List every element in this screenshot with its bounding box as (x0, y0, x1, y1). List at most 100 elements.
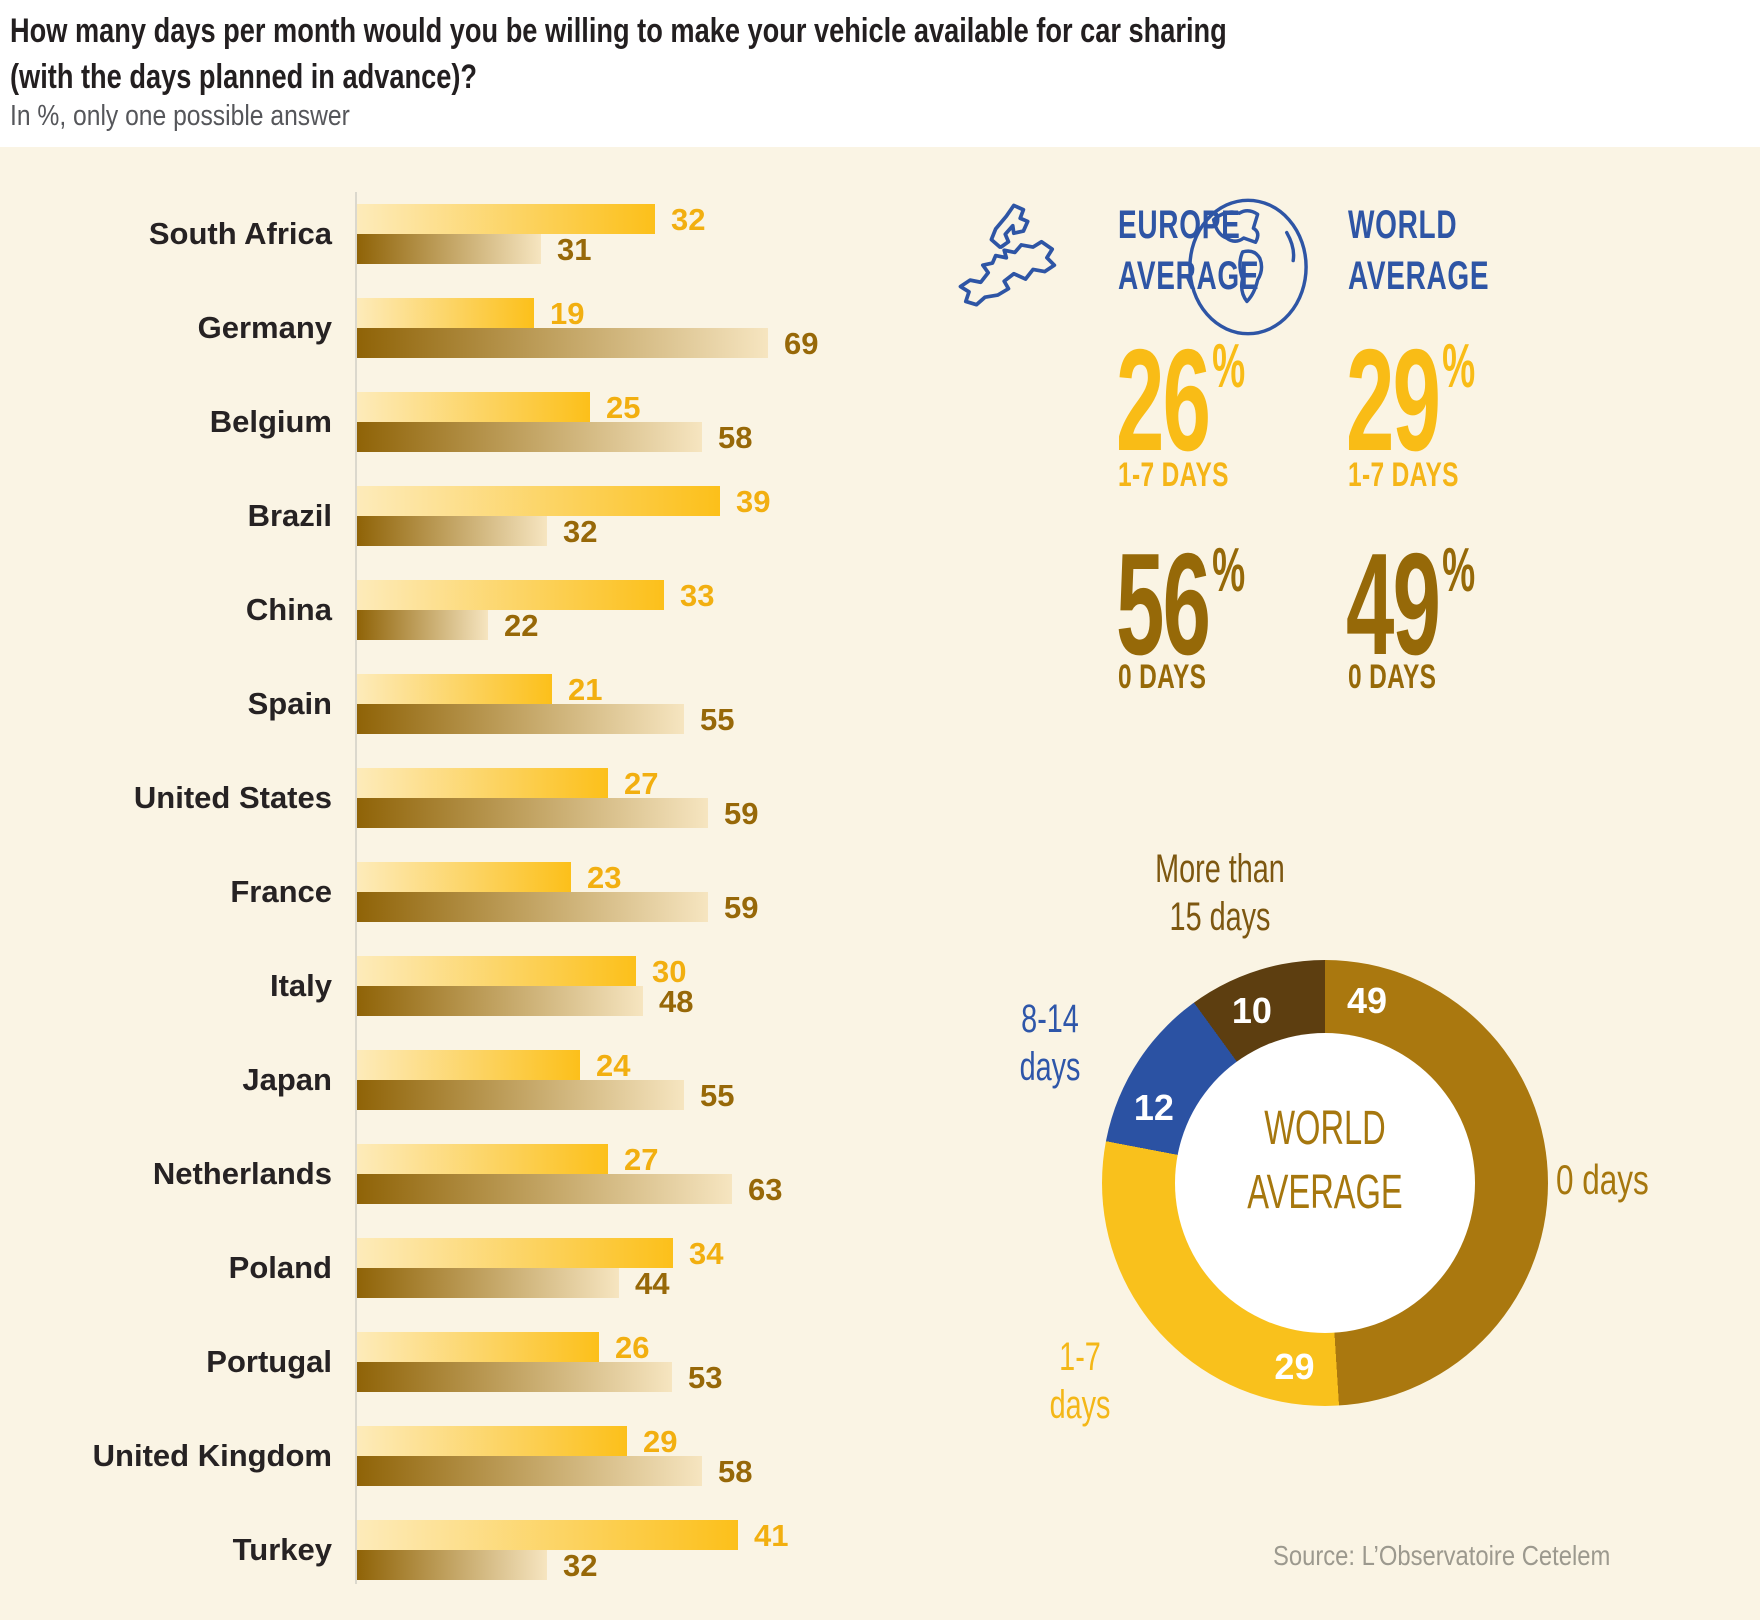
bar-0-days (357, 1550, 547, 1580)
bar-value-label: 21 (568, 672, 603, 707)
bar-value-label: 44 (635, 1266, 670, 1301)
bar-1-7-days (357, 1332, 599, 1362)
country-label: Portugal (206, 1344, 332, 1379)
country-label: France (230, 874, 332, 909)
bar-value-label: 32 (563, 514, 598, 549)
country-label: Italy (269, 968, 332, 1003)
bar-1-7-days (357, 580, 664, 610)
bar-1-7-days (357, 204, 655, 234)
bar-0-days (357, 328, 768, 358)
bar-value-label: 33 (680, 578, 715, 613)
europe-1-7-days-label: 1-7 DAYS (1118, 456, 1229, 494)
bar-value-label: 29 (643, 1424, 678, 1459)
page-subtitle: In %, only one possible answer (10, 100, 350, 132)
country-label: Brazil (247, 498, 332, 533)
bar-1-7-days (357, 1426, 627, 1456)
donut-segment-value: 29 (1274, 1346, 1315, 1388)
world-0-days-stat: 49% (1346, 523, 1476, 685)
bar-0-days (357, 798, 708, 828)
bar-0-days (357, 422, 702, 452)
bar-0-days (357, 1174, 732, 1204)
bar-1-7-days (357, 392, 590, 422)
chart-background (0, 147, 1760, 1620)
axis-line (355, 192, 357, 1584)
donut-segment-value: 49 (1347, 979, 1388, 1021)
bar-value-label: 39 (736, 484, 771, 519)
bar-value-label: 48 (659, 984, 694, 1019)
country-label: Spain (247, 686, 332, 721)
bar-0-days (357, 1362, 672, 1392)
country-label: Poland (228, 1250, 332, 1285)
bar-1-7-days (357, 956, 636, 986)
bar-1-7-days (357, 1050, 580, 1080)
donut-label-0-days: 0 days (1556, 1156, 1649, 1203)
bar-1-7-days (357, 862, 571, 892)
bar-0-days (357, 234, 541, 264)
bar-1-7-days (357, 486, 720, 516)
bar-value-label: 58 (718, 420, 753, 455)
world-1-7-days-label: 1-7 DAYS (1348, 456, 1459, 494)
country-label: Germany (197, 310, 332, 345)
bar-value-label: 24 (596, 1048, 631, 1083)
bar-0-days (357, 892, 708, 922)
country-label: Belgium (209, 404, 332, 439)
bar-1-7-days (357, 768, 608, 798)
europe-0-days-stat: 56% (1116, 523, 1246, 685)
world-average-heading: WORLD AVERAGE (1348, 203, 1490, 298)
country-label: Japan (242, 1062, 332, 1097)
country-label: United Kingdom (92, 1438, 332, 1473)
bar-value-label: 55 (700, 702, 735, 737)
bar-0-days (357, 1456, 702, 1486)
bar-0-days (357, 986, 643, 1016)
bar-value-label: 34 (689, 1236, 724, 1271)
bar-value-label: 53 (688, 1360, 723, 1395)
bar-value-label: 30 (652, 954, 687, 989)
world-0-days-label: 0 DAYS (1348, 658, 1437, 696)
bar-value-label: 59 (724, 890, 759, 925)
bar-value-label: 27 (624, 766, 659, 801)
bar-1-7-days (357, 1144, 608, 1174)
donut-label-more-than-15-days: More than 15 days (1155, 847, 1285, 939)
bar-0-days (357, 704, 684, 734)
bar-0-days (357, 1268, 619, 1298)
source-text: Source: L’Observatoire Cetelem (1273, 1540, 1611, 1571)
bar-value-label: 69 (784, 326, 819, 361)
bar-value-label: 22 (504, 608, 539, 643)
bar-value-label: 32 (671, 202, 706, 237)
europe-average-heading: EUROPE AVERAGE (1118, 203, 1260, 298)
bar-value-label: 27 (624, 1142, 659, 1177)
page-title: How many days per month would you be wil… (10, 8, 1531, 100)
bar-value-label: 59 (724, 796, 759, 831)
bar-value-label: 23 (587, 860, 622, 895)
world-1-7-days-stat: 29% (1346, 319, 1476, 481)
bar-value-label: 58 (718, 1454, 753, 1489)
bar-value-label: 32 (563, 1548, 598, 1583)
bar-value-label: 41 (754, 1518, 789, 1553)
country-label: South Africa (148, 216, 332, 251)
europe-map-icon (958, 203, 1057, 307)
country-label: Netherlands (152, 1156, 332, 1191)
donut-label-1-7-days: 1-7 days (1049, 1335, 1111, 1427)
title-line-1: How many days per month would you be wil… (10, 12, 1227, 50)
bar-1-7-days (357, 298, 534, 328)
bar-0-days (357, 1080, 684, 1110)
bar-value-label: 31 (557, 232, 592, 267)
bar-0-days (357, 610, 488, 640)
donut-label-8-14-days: 8-14 days (1019, 997, 1081, 1089)
europe-0-days-label: 0 DAYS (1118, 658, 1207, 696)
bar-value-label: 25 (606, 390, 641, 425)
bar-value-label: 19 (550, 296, 585, 331)
bar-0-days (357, 516, 547, 546)
globe-icon (1188, 198, 1308, 336)
title-line-2: (with the days planned in advance)? (10, 58, 478, 96)
bar-value-label: 55 (700, 1078, 735, 1113)
bar-value-label: 26 (615, 1330, 650, 1365)
country-label: China (245, 592, 332, 627)
bar-1-7-days (357, 1520, 738, 1550)
donut-segment-value: 10 (1231, 989, 1272, 1031)
bar-1-7-days (357, 1238, 673, 1268)
bar-value-label: 63 (748, 1172, 783, 1207)
donut-hole (1175, 1033, 1475, 1333)
donut-center-label: WORLD AVERAGE (1247, 1102, 1403, 1219)
